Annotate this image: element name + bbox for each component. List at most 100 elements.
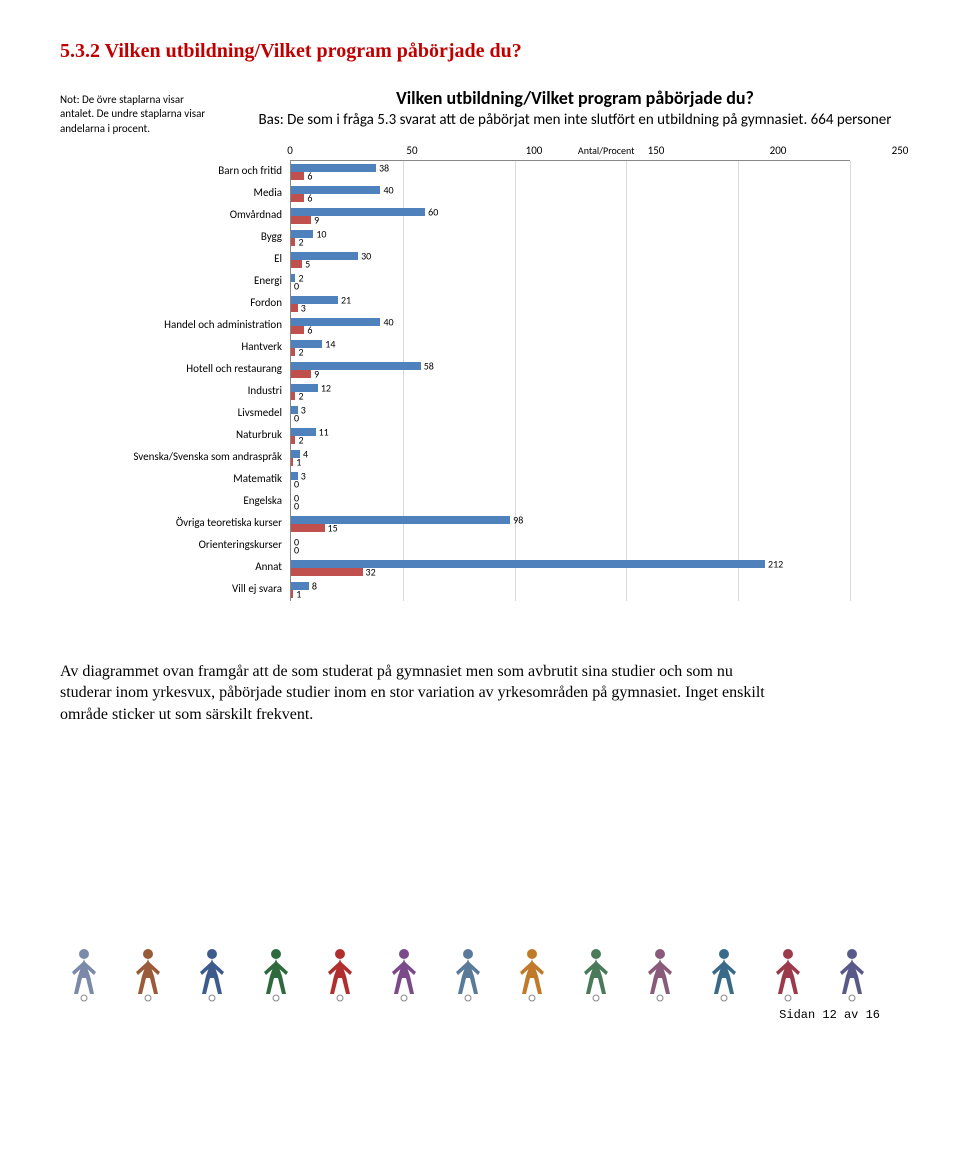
bar-value-label: 6 <box>307 323 312 336</box>
bar-value-label: 8 <box>312 579 317 592</box>
bar-percent: 15 <box>291 524 325 532</box>
bar-count: 98 <box>291 516 510 524</box>
bar-percent: 9 <box>291 216 311 224</box>
chart-bar-row: 406 <box>291 315 850 337</box>
person-icon <box>508 946 556 1002</box>
chart-category-labels: Barn och fritidMediaOmvårdnadByggElEnerg… <box>60 144 290 601</box>
chart-subtitle: Bas: De som i fråga 5.3 svarat att de på… <box>250 111 900 129</box>
bar-value-label: 2 <box>298 235 303 248</box>
page-number: Sidan 12 av 16 <box>60 1008 900 1022</box>
bar-value-label: 0 <box>294 499 299 512</box>
bar-value-label: 3 <box>301 469 306 482</box>
axis-tick: 0 <box>287 144 293 157</box>
chart-category-label: El <box>60 248 282 270</box>
axis-label: Antal/Procent <box>578 144 635 157</box>
chart-x-axis: Antal/Procent 050100150200250 <box>290 144 900 160</box>
bar-value-label: 212 <box>768 557 783 570</box>
chart-bar-row: 142 <box>291 337 850 359</box>
chart-bar-row: 00 <box>291 535 850 557</box>
chart-bar-row: 60 9 <box>291 205 850 227</box>
person-icon <box>124 946 172 1002</box>
bar-value-label: 15 <box>328 521 338 534</box>
chart-category-label: Matematik <box>60 468 282 490</box>
bar-count: 21 <box>291 296 338 304</box>
bar-percent: 5 <box>291 260 302 268</box>
bar-value-label: 11 <box>319 425 329 438</box>
bar-value-label: 2 <box>298 433 303 446</box>
person-icon <box>316 946 364 1002</box>
bar-value-label: 38 <box>379 161 389 174</box>
chart-bar-row: 305 <box>291 249 850 271</box>
chart-bar-row: 102 <box>291 227 850 249</box>
bar-value-label: 4 <box>303 447 308 460</box>
bar-value-label: 60 <box>428 205 438 218</box>
chart-bar-row: 406 <box>291 183 850 205</box>
chart-category-label: Svenska/Svenska som andraspråk <box>60 446 282 468</box>
chart-category-label: Hantverk <box>60 336 282 358</box>
chart-category-label: Övriga teoretiska kurser <box>60 512 282 534</box>
bar-value-label: 6 <box>307 191 312 204</box>
bar-count: 14 <box>291 340 322 348</box>
chart-category-label: Vill ej svara <box>60 578 282 600</box>
chart-category-label: Industri <box>60 380 282 402</box>
chart-bar-row: 30 <box>291 403 850 425</box>
chart-bar-row: 58 9 <box>291 359 850 381</box>
axis-tick: 200 <box>770 144 787 157</box>
chart-title: Vilken utbildning/Vilket program påbörja… <box>250 87 900 109</box>
bar-percent: 1 <box>291 590 293 598</box>
grid-line <box>850 161 851 601</box>
chart-category-label: Livsmedel <box>60 402 282 424</box>
bar-value-label: 0 <box>294 477 299 490</box>
bar-value-label: 98 <box>513 513 523 526</box>
person-icon <box>700 946 748 1002</box>
bar-value-label: 12 <box>321 381 331 394</box>
person-icon <box>636 946 684 1002</box>
bar-percent: 9 <box>291 370 311 378</box>
bar-value-label: 58 <box>424 359 434 372</box>
chart-bar-row: 81 <box>291 579 850 601</box>
chart-bar-row: 386 <box>291 161 850 183</box>
bar-value-label: 5 <box>305 257 310 270</box>
chart-bar-row: 20 <box>291 271 850 293</box>
chart-category-label: Omvårdnad <box>60 204 282 226</box>
chart-category-label: Naturbruk <box>60 424 282 446</box>
chart-category-label: Engelska <box>60 490 282 512</box>
chart-category-label: Fordon <box>60 292 282 314</box>
chart-title-block: Vilken utbildning/Vilket program påbörja… <box>250 87 900 129</box>
bar-value-label: 14 <box>325 337 335 350</box>
person-icon <box>444 946 492 1002</box>
axis-tick: 250 <box>892 144 909 157</box>
axis-tick: 150 <box>648 144 665 157</box>
bar-percent: 2 <box>291 348 295 356</box>
chart-category-label: Bygg <box>60 226 282 248</box>
bar-value-label: 3 <box>301 301 306 314</box>
chart-category-label: Energi <box>60 270 282 292</box>
person-icon <box>828 946 876 1002</box>
chart-bar-row: 00 <box>291 491 850 513</box>
person-icon <box>60 946 108 1002</box>
bar-value-label: 0 <box>294 543 299 556</box>
bar-value-label: 3 <box>301 403 306 416</box>
bar-count: 40 <box>291 318 380 326</box>
bar-value-label: 40 <box>383 315 393 328</box>
bar-value-label: 9 <box>314 367 319 380</box>
bar-value-label: 0 <box>294 279 299 292</box>
person-icon <box>572 946 620 1002</box>
person-icon <box>380 946 428 1002</box>
chart-bar-row: 11 2 <box>291 425 850 447</box>
chart-header-row: Not: De övre staplarna visar antalet. De… <box>60 87 900 136</box>
body-paragraph: Av diagrammet ovan framgår att de som st… <box>60 661 780 726</box>
bar-count: 212 <box>291 560 765 568</box>
page-footer: Sidan 12 av 16 <box>60 946 900 1022</box>
decorative-people-row <box>60 946 900 1002</box>
chart-category-label: Barn och fritid <box>60 160 282 182</box>
bar-value-label: 2 <box>298 389 303 402</box>
bar-value-label: 21 <box>341 293 351 306</box>
chart-category-label: Orienteringskurser <box>60 534 282 556</box>
chart-category-label: Media <box>60 182 282 204</box>
chart-bar-row: 213 <box>291 293 850 315</box>
chart-bar-row: 30 <box>291 469 850 491</box>
bar-percent: 32 <box>291 568 363 576</box>
bar-percent: 6 <box>291 326 304 334</box>
chart-bar-row: 21232 <box>291 557 850 579</box>
